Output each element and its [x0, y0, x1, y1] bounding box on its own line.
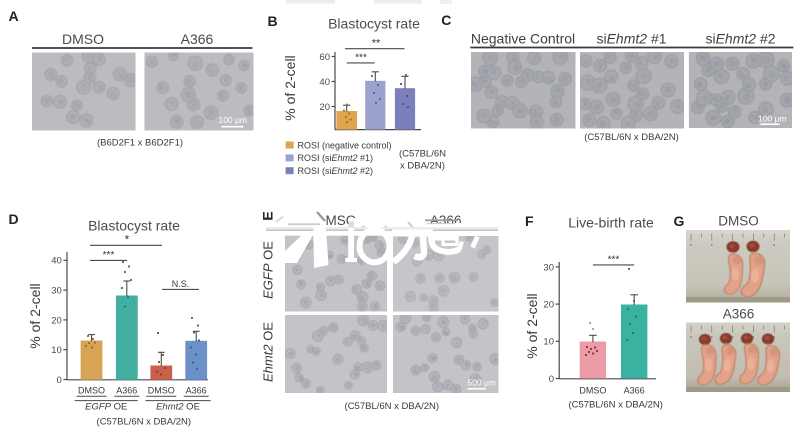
svg-text:A366: A366 — [186, 386, 207, 396]
svg-text:20: 20 — [51, 315, 62, 326]
svg-text:DMSO: DMSO — [62, 31, 104, 47]
svg-text:500 μm: 500 μm — [467, 378, 496, 388]
svg-text:Ehmt2 OE: Ehmt2 OE — [156, 402, 200, 413]
svg-text:ROSI (negative control): ROSI (negative control) — [298, 140, 392, 150]
svg-text:B: B — [268, 13, 278, 29]
svg-text:*: * — [125, 233, 130, 247]
svg-text:DMSO: DMSO — [579, 386, 606, 396]
svg-text:G: G — [674, 213, 685, 229]
svg-text:Blastocyst rate: Blastocyst rate — [88, 218, 180, 234]
svg-text:A366: A366 — [181, 31, 214, 47]
svg-text:40: 40 — [319, 77, 330, 88]
svg-text:0: 0 — [549, 374, 554, 385]
svg-text:DMSO: DMSO — [718, 214, 759, 229]
svg-text:(C57BL/6N x DBA/2N): (C57BL/6N x DBA/2N) — [97, 417, 192, 428]
svg-text:EGFP OE: EGFP OE — [85, 402, 127, 413]
svg-text:(C57BL/6N x DBA/2N): (C57BL/6N x DBA/2N) — [568, 400, 663, 411]
svg-text:E: E — [260, 211, 276, 220]
svg-text:(C57BL/6N: (C57BL/6N — [399, 149, 446, 160]
svg-text:A: A — [9, 8, 19, 24]
svg-text:***: *** — [355, 53, 367, 64]
svg-text:A366: A366 — [116, 386, 137, 396]
svg-text:***: *** — [608, 255, 620, 266]
svg-text:20: 20 — [319, 102, 330, 113]
svg-text:100 μm: 100 μm — [218, 115, 247, 125]
svg-text:40: 40 — [51, 256, 62, 267]
svg-text:% of 2-cell: % of 2-cell — [27, 283, 43, 348]
svg-text:(C57BL/6N x DBA/2N): (C57BL/6N x DBA/2N) — [584, 132, 679, 143]
svg-text:F: F — [525, 213, 534, 229]
svg-text:A366: A366 — [624, 386, 645, 396]
svg-text:DMSO: DMSO — [148, 386, 175, 396]
svg-text:siEhmt2 #2: siEhmt2 #2 — [705, 31, 775, 47]
svg-text:Blastocyst rate: Blastocyst rate — [328, 16, 420, 32]
svg-text:(B6D2F1 x B6D2F1): (B6D2F1 x B6D2F1) — [97, 138, 183, 149]
svg-text:N.S.: N.S. — [172, 279, 190, 289]
svg-text:ROSI (siEhmt2 #1): ROSI (siEhmt2 #1) — [298, 153, 374, 163]
svg-text:10: 10 — [51, 345, 62, 356]
svg-text:30: 30 — [543, 262, 554, 273]
svg-text:DMSO: DMSO — [78, 386, 105, 396]
svg-text:EGFP OE: EGFP OE — [261, 241, 276, 299]
svg-text:**: ** — [372, 38, 381, 50]
svg-text:% of 2-cell: % of 2-cell — [282, 55, 298, 120]
svg-text:siEhmt2 #1: siEhmt2 #1 — [596, 31, 666, 47]
svg-text:C: C — [441, 12, 451, 28]
svg-text:A366: A366 — [723, 307, 755, 322]
svg-text:ROSI (siEhmt2 #2): ROSI (siEhmt2 #2) — [298, 166, 374, 176]
svg-text:(C57BL/6N x DBA/2N): (C57BL/6N x DBA/2N) — [345, 401, 440, 412]
svg-text:Ehmt2 OE: Ehmt2 OE — [261, 322, 276, 382]
svg-text:30: 30 — [51, 286, 62, 297]
svg-text:DMSO: DMSO — [316, 213, 357, 228]
svg-text:60: 60 — [319, 52, 330, 63]
svg-text:D: D — [9, 211, 19, 227]
svg-text:10: 10 — [543, 337, 554, 348]
svg-text:***: *** — [103, 250, 115, 261]
svg-text:% of 2-cell: % of 2-cell — [524, 293, 540, 358]
svg-text:Negative Control: Negative Control — [471, 31, 575, 47]
svg-text:x DBA/2N): x DBA/2N) — [400, 161, 445, 172]
svg-text:Live-birth rate: Live-birth rate — [568, 215, 654, 231]
svg-text:0: 0 — [57, 375, 62, 386]
svg-text:100 μm: 100 μm — [758, 114, 787, 124]
svg-text:20: 20 — [543, 300, 554, 311]
